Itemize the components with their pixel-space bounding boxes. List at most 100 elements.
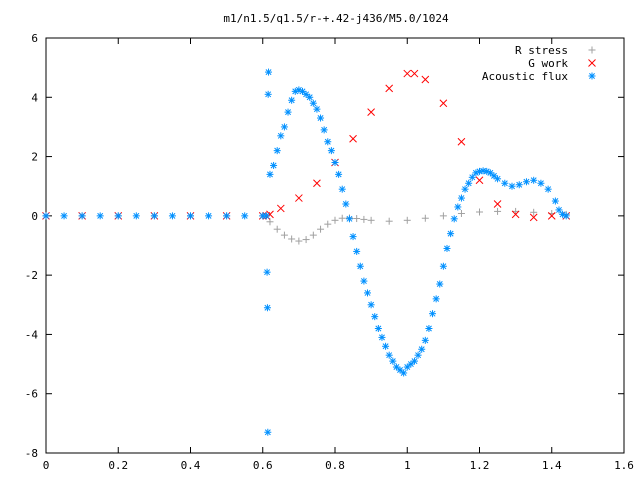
- data-point: [371, 313, 379, 321]
- data-point: [421, 214, 429, 222]
- plot-frame: [45, 37, 625, 454]
- data-point: [266, 170, 274, 178]
- data-point: [331, 159, 339, 166]
- data-point: [494, 175, 502, 183]
- legend-marker-r-stress: [588, 46, 596, 54]
- data-point: [265, 68, 273, 76]
- data-point: [501, 179, 509, 187]
- data-point: [511, 210, 520, 219]
- data-point: [468, 173, 476, 181]
- x-tick-label: 0: [43, 459, 50, 472]
- data-point: [389, 357, 397, 365]
- data-point: [335, 170, 343, 178]
- data-point: [367, 301, 375, 309]
- data-point: [356, 262, 364, 270]
- x-tick-label: 1.4: [542, 459, 562, 472]
- data-point: [295, 237, 303, 245]
- data-point: [313, 179, 321, 188]
- data-point: [400, 369, 408, 377]
- y-tick-label: 0: [31, 210, 38, 223]
- data-point: [529, 213, 538, 222]
- legend-marker-g-work: [588, 59, 596, 67]
- data-point: [439, 212, 447, 220]
- data-point: [414, 351, 422, 359]
- data-point: [475, 176, 484, 185]
- data-point: [425, 325, 433, 332]
- data-point: [410, 357, 418, 365]
- data-point: [439, 99, 448, 108]
- data-point: [309, 99, 317, 107]
- series-acoustic-flux: [42, 68, 570, 436]
- data-point: [78, 212, 86, 220]
- data-point: [277, 132, 285, 140]
- data-point: [476, 208, 483, 216]
- data-point: [493, 200, 502, 208]
- data-point: [309, 231, 317, 239]
- x-tick-label: 0.8: [325, 459, 345, 472]
- data-point: [421, 75, 430, 84]
- data-point: [114, 212, 122, 220]
- data-point: [288, 96, 296, 104]
- legend-label-acoustic-flux: Acoustic flux: [482, 70, 568, 83]
- data-point: [241, 212, 249, 220]
- data-point: [327, 147, 335, 155]
- data-point: [378, 333, 386, 341]
- data-point: [515, 181, 523, 189]
- data-point: [338, 185, 346, 193]
- data-point: [547, 212, 556, 220]
- data-point: [465, 179, 473, 187]
- data-point: [360, 277, 368, 285]
- data-point: [494, 207, 502, 215]
- data-point: [280, 123, 288, 131]
- series-r-stress: [42, 207, 570, 245]
- data-point: [205, 212, 213, 220]
- data-point: [364, 289, 372, 297]
- data-point: [331, 216, 339, 224]
- data-point: [317, 225, 325, 233]
- x-tick-label: 0.4: [181, 459, 201, 472]
- legend-label-r-stress: R stress: [515, 44, 568, 57]
- data-point: [302, 236, 310, 244]
- y-tick-label: 6: [31, 32, 38, 45]
- data-point: [317, 114, 325, 122]
- chart-title: m1/n1.5/q1.5/r-+.42-j436/M5.0/1024: [223, 12, 449, 25]
- y-tick-label: 4: [31, 91, 38, 104]
- y-tick-label: 2: [31, 151, 38, 164]
- data-point: [349, 134, 357, 143]
- x-tick-label: 1.6: [614, 459, 634, 472]
- data-point: [60, 212, 68, 220]
- data-point: [439, 262, 447, 270]
- data-point: [276, 204, 285, 213]
- y-axis: -8 -6 -4 -2 0 2 4 6: [25, 32, 624, 460]
- data-point: [508, 182, 516, 190]
- data-point: [454, 203, 462, 211]
- data-point: [284, 108, 292, 116]
- data-point: [436, 280, 444, 288]
- data-point: [418, 345, 426, 353]
- x-tick-label: 1: [404, 459, 411, 472]
- data-point: [450, 215, 458, 223]
- data-point: [367, 108, 375, 116]
- data-point: [320, 126, 328, 134]
- data-point: [150, 212, 158, 220]
- data-point: [324, 138, 332, 146]
- data-point: [262, 212, 270, 220]
- data-point: [273, 147, 281, 155]
- data-point: [273, 225, 281, 233]
- y-tick-label: -2: [25, 269, 38, 282]
- data-point: [421, 336, 429, 344]
- data-point: [403, 69, 412, 78]
- legend-label-g-work: G work: [528, 57, 568, 70]
- data-point: [223, 212, 231, 220]
- data-point: [562, 212, 570, 220]
- data-point: [360, 215, 368, 223]
- x-tick-label: 0.2: [108, 459, 128, 472]
- data-point: [264, 428, 272, 436]
- legend-marker-acoustic-flux: [588, 72, 596, 80]
- data-point: [457, 194, 465, 202]
- data-point: [432, 295, 440, 303]
- series-layer: [42, 68, 571, 436]
- data-point: [447, 230, 455, 238]
- data-point: [96, 212, 104, 220]
